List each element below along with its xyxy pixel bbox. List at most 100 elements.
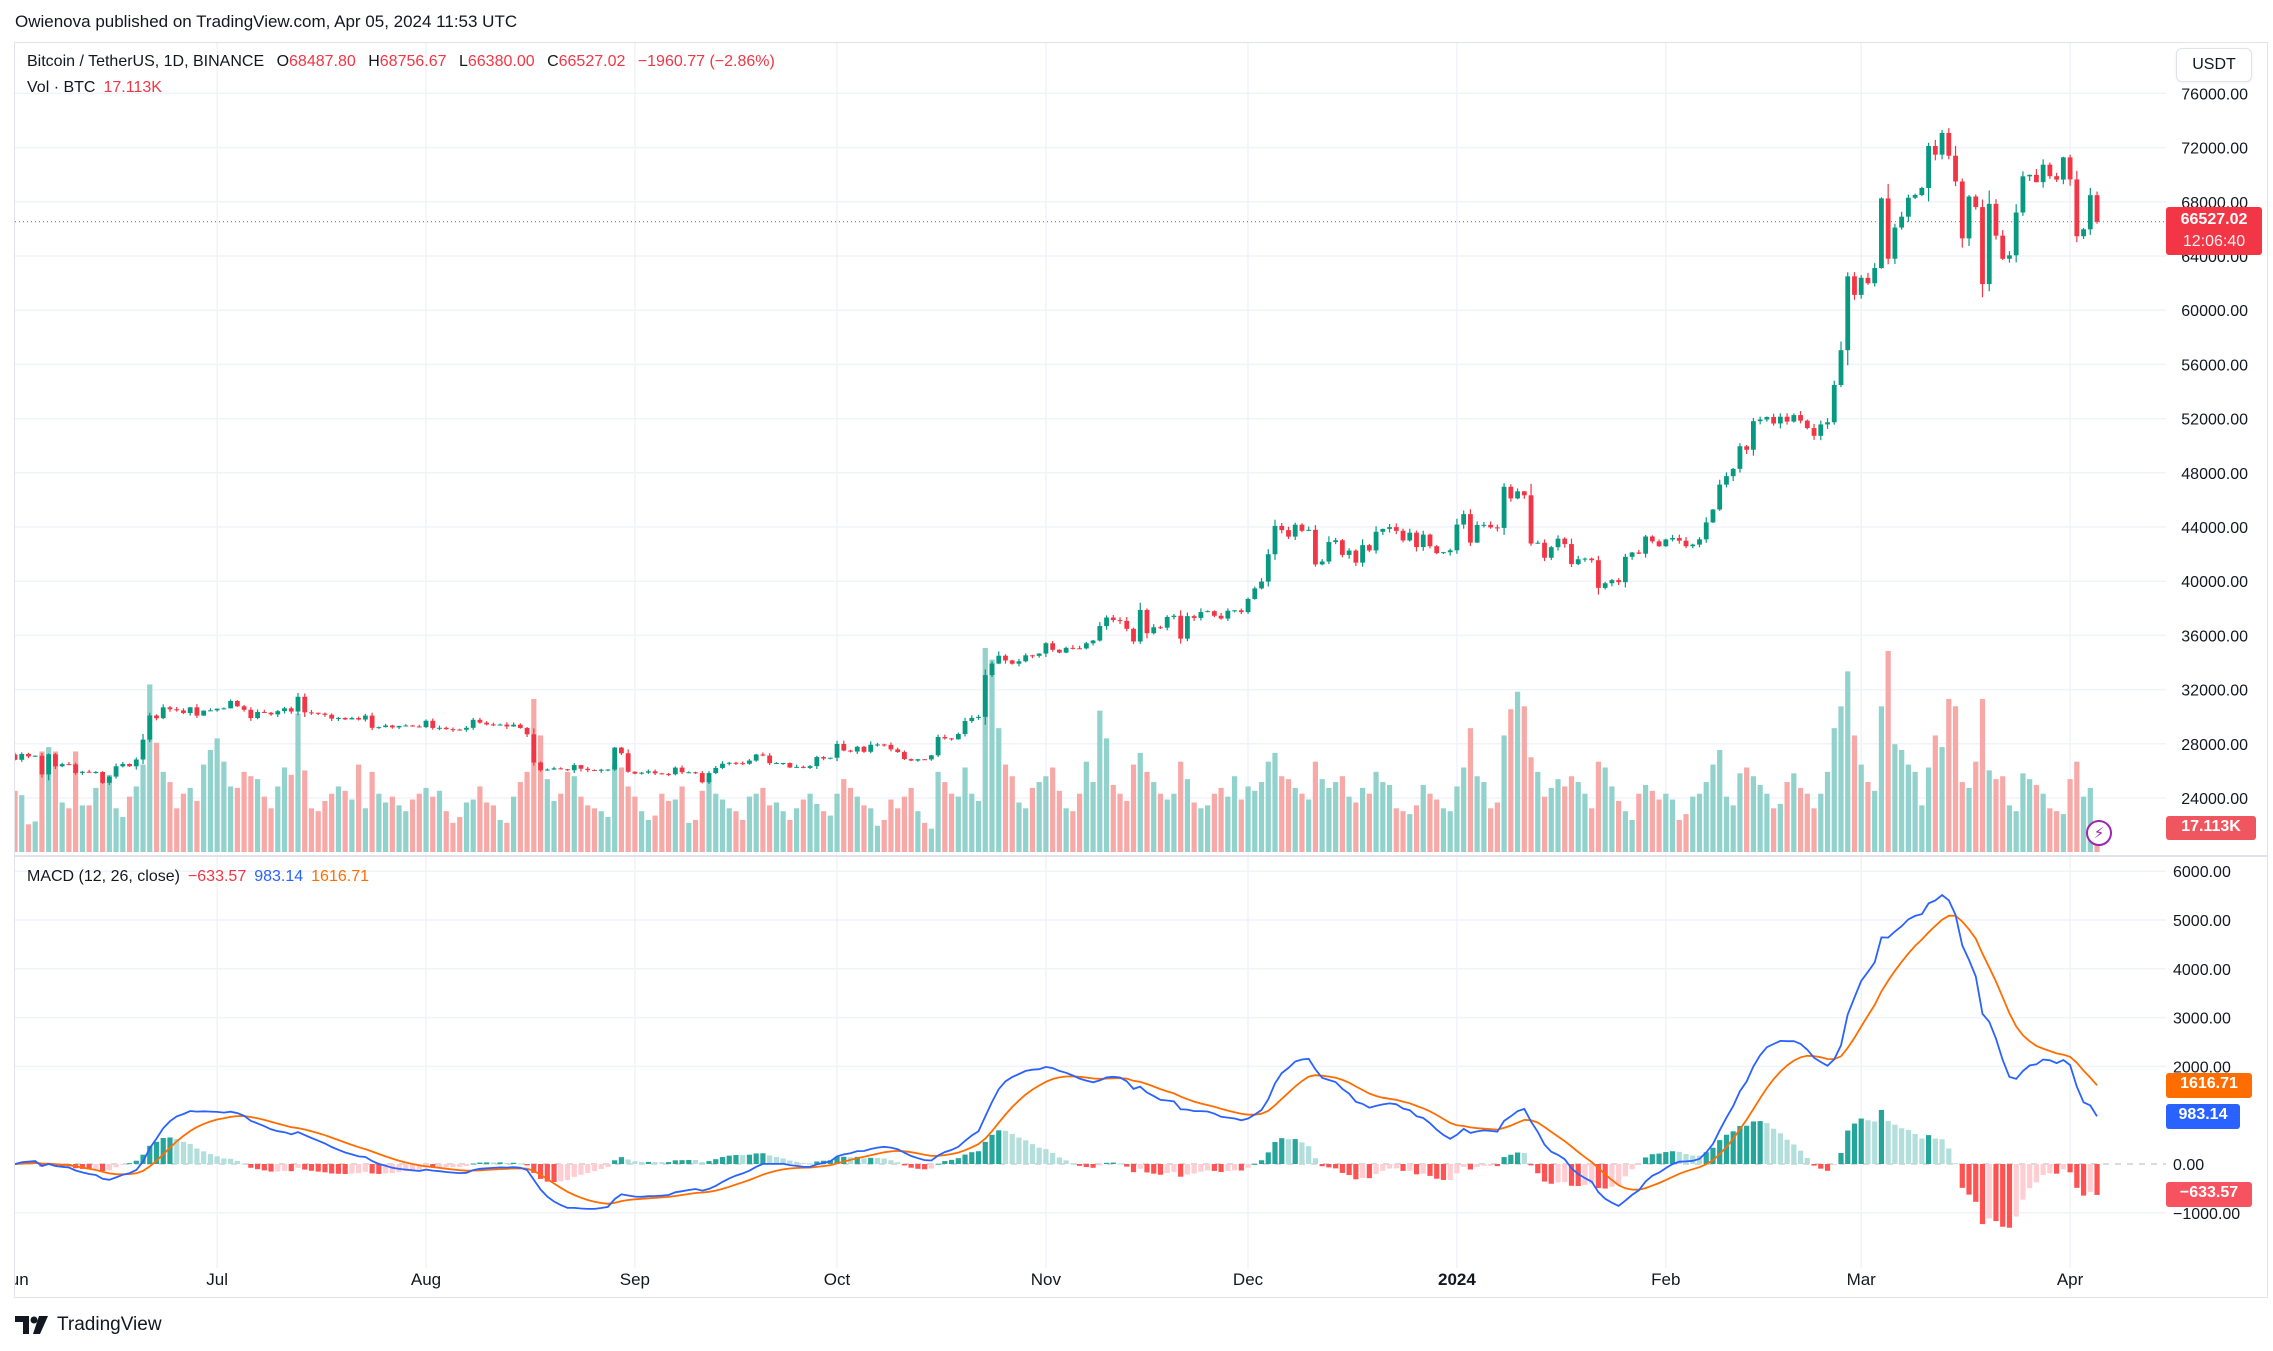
time-axis[interactable]: Jun Jul Aug Sep Oct Nov Dec 2024 Feb Mar Apr <box>1 1270 2084 1289</box>
candle-body <box>2087 195 2093 230</box>
volume-bar <box>591 808 598 852</box>
volume-bar <box>908 787 914 852</box>
volume-bar <box>847 787 854 852</box>
candle-body <box>1211 611 1217 616</box>
volume-bar <box>1285 779 1292 852</box>
brand-name: TradingView <box>57 1314 162 1335</box>
macd-label[interactable]: MACD (12, 26, close) <box>27 868 180 885</box>
volume-bar <box>2080 796 2087 852</box>
price-tick-label: 44000.00 <box>2181 520 2248 537</box>
last-price-value: 66527.02 <box>2180 211 2248 228</box>
volume-bar <box>524 771 530 852</box>
volume-label[interactable]: Vol · BTC <box>27 79 96 96</box>
candle-body <box>464 727 469 730</box>
candle-body <box>1939 132 1945 155</box>
candle-body <box>1818 424 1824 436</box>
macd-histogram-bar <box>868 1157 874 1164</box>
macd-histogram-bar <box>598 1164 604 1170</box>
candle-body <box>214 708 220 711</box>
macd-histogram-bar <box>1360 1164 1366 1178</box>
candle-body <box>619 747 624 754</box>
macd-histogram-bar <box>147 1145 153 1164</box>
macd-histogram-bar <box>1198 1164 1204 1172</box>
candle-body <box>1629 552 1635 557</box>
volume-bar <box>389 796 395 852</box>
volume-bar <box>1083 761 1089 852</box>
volume-bar <box>308 808 315 852</box>
macd-histogram-bar <box>908 1164 914 1168</box>
candle-body <box>733 762 739 764</box>
macd-signal-value: 1616.71 <box>311 868 369 885</box>
macd-histogram-bar <box>1292 1139 1298 1164</box>
macd-histogram-bar <box>416 1164 422 1170</box>
price-tick-label: 60000.00 <box>2181 303 2248 320</box>
volume-bar <box>362 808 368 852</box>
macd-histogram-bar <box>719 1157 726 1164</box>
volume-bar <box>1130 764 1137 852</box>
volume-bar <box>1400 811 1406 852</box>
candle-body <box>450 729 456 731</box>
footer-logo[interactable]: TradingView <box>15 1314 162 1336</box>
candle-body <box>699 773 705 783</box>
candle-body <box>1905 197 1911 217</box>
volume-bar <box>1683 814 1689 852</box>
time-tick-label: 2024 <box>1438 1270 1476 1289</box>
macd-histogram-bar <box>1723 1134 1730 1164</box>
symbol-name[interactable]: Bitcoin / TetherUS, 1D, BINANCE <box>27 53 265 70</box>
macd-histogram-bar <box>1346 1164 1352 1176</box>
macd-histogram-bar <box>1245 1164 1251 1168</box>
volume-bar <box>1676 819 1682 852</box>
macd-histogram-bar <box>1757 1121 1763 1164</box>
macd-histogram-bar <box>1771 1128 1777 1164</box>
candle-body <box>2074 179 2080 237</box>
candle-body <box>288 708 294 712</box>
macd-histogram-bar <box>962 1154 968 1164</box>
candle-body <box>443 727 449 730</box>
candle-body <box>369 715 375 728</box>
macd-histogram-bar <box>1029 1144 1036 1164</box>
macd-histogram-bar <box>450 1164 456 1168</box>
candle-body <box>356 718 362 720</box>
candle-body <box>1953 155 1958 182</box>
candle-body <box>1339 540 1345 555</box>
volume-bar <box>1178 761 1184 852</box>
volume-bar <box>989 659 995 852</box>
volume-bar <box>794 808 800 852</box>
lightning-icon[interactable]: ⚡ <box>2086 820 2112 846</box>
volume-bar <box>126 796 133 852</box>
close-value: 66527.02 <box>558 53 626 70</box>
candle-body <box>1535 542 1541 544</box>
currency-button[interactable]: USDT <box>2176 48 2252 82</box>
macd-histogram-bar <box>1562 1164 1568 1183</box>
volume-bar <box>1838 706 1844 852</box>
candle-body <box>2027 174 2033 177</box>
candle-body <box>349 718 355 720</box>
macd-histogram-bar <box>1467 1164 1474 1170</box>
macd-histogram-bar <box>699 1162 705 1164</box>
open-value: 68487.80 <box>289 53 356 70</box>
macd-histogram-bar <box>1427 1164 1433 1176</box>
volume-bar <box>1744 767 1750 852</box>
volume-bar <box>1582 793 1588 852</box>
low-label: L <box>458 53 468 70</box>
macd-histogram-bar <box>1211 1164 1217 1171</box>
time-tick-label: Oct <box>824 1270 851 1289</box>
candle-body <box>1043 643 1049 654</box>
candle-body <box>1879 198 1884 269</box>
candle-body <box>1366 545 1372 551</box>
volume-bar <box>147 684 153 852</box>
price-tick-label: 52000.00 <box>2181 412 2248 429</box>
volume-bar <box>25 824 32 852</box>
macd-axis[interactable]: 6000.00 5000.00 4000.00 3000.00 2000.00 0.00 −… <box>2173 864 2240 1223</box>
macd-histogram-bar <box>409 1164 416 1171</box>
volume-bar <box>1474 776 1480 852</box>
macd-histogram-bar <box>1912 1134 1918 1164</box>
price-axis[interactable]: 76000.0072000.0068000.0064000.0060000.00… <box>2181 86 2248 808</box>
macd-tick-label: 4000.00 <box>2173 962 2231 979</box>
macd-histogram-bar <box>214 1156 220 1164</box>
volume-bar <box>79 805 85 852</box>
candle-body <box>1521 491 1527 496</box>
candle-body <box>1245 598 1251 613</box>
volume-bar <box>1528 757 1534 852</box>
